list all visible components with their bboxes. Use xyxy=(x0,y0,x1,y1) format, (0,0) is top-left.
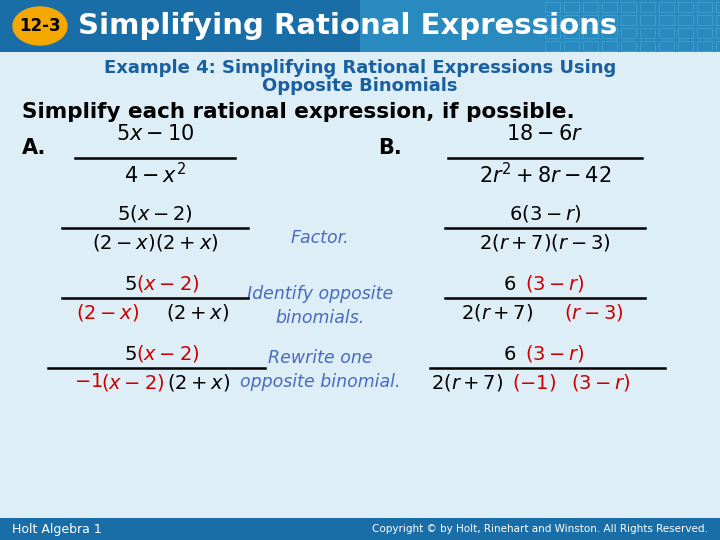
Text: Example 4: Simplifying Rational Expressions Using: Example 4: Simplifying Rational Expressi… xyxy=(104,59,616,77)
Text: Simplify each rational expression, if possible.: Simplify each rational expression, if po… xyxy=(22,102,575,122)
Text: $2(r+7)$: $2(r+7)$ xyxy=(431,372,503,393)
Bar xyxy=(697,2,712,12)
Text: Rewrite one
opposite binomial.: Rewrite one opposite binomial. xyxy=(240,349,400,391)
Bar xyxy=(602,28,617,38)
Bar xyxy=(659,28,674,38)
Bar xyxy=(621,2,636,12)
Bar xyxy=(659,15,674,25)
Bar xyxy=(602,2,617,12)
Ellipse shape xyxy=(13,7,67,45)
Text: $(2+x)$: $(2+x)$ xyxy=(167,372,230,393)
Bar xyxy=(0,518,720,540)
Text: $5$: $5$ xyxy=(124,275,136,294)
Text: $(x-2)$: $(x-2)$ xyxy=(136,343,199,364)
Text: Identify opposite
binomials.: Identify opposite binomials. xyxy=(247,285,393,327)
Bar xyxy=(564,2,579,12)
Bar xyxy=(621,28,636,38)
Text: Factor.: Factor. xyxy=(291,229,349,247)
Text: $6(3-r)$: $6(3-r)$ xyxy=(509,203,581,224)
Bar xyxy=(678,2,693,12)
Text: $2(r+7)(r-3)$: $2(r+7)(r-3)$ xyxy=(479,232,611,253)
Text: $(3-r)$: $(3-r)$ xyxy=(525,343,585,364)
Bar xyxy=(678,15,693,25)
Bar xyxy=(360,0,720,52)
Text: B.: B. xyxy=(378,138,402,158)
Bar xyxy=(602,15,617,25)
Text: $4-x^2$: $4-x^2$ xyxy=(124,162,186,187)
Bar xyxy=(678,28,693,38)
Bar xyxy=(564,41,579,51)
Bar xyxy=(697,28,712,38)
Bar xyxy=(697,41,712,51)
Bar xyxy=(0,0,720,52)
Text: $(x-2)$: $(x-2)$ xyxy=(136,273,199,294)
Bar xyxy=(621,41,636,51)
Bar xyxy=(583,28,598,38)
Bar xyxy=(716,41,720,51)
Text: $(3-r)$: $(3-r)$ xyxy=(571,372,631,393)
Text: $18-6r$: $18-6r$ xyxy=(506,124,584,144)
Text: $2r^2+8r-42$: $2r^2+8r-42$ xyxy=(479,162,611,187)
Text: $6$: $6$ xyxy=(503,345,516,364)
Bar xyxy=(678,41,693,51)
Text: $-1$: $-1$ xyxy=(73,372,102,391)
Bar xyxy=(697,15,712,25)
Bar xyxy=(545,2,560,12)
Text: $(2-x)(2+x)$: $(2-x)(2+x)$ xyxy=(91,232,218,253)
Bar xyxy=(564,15,579,25)
Text: $(x-2)$: $(x-2)$ xyxy=(102,372,165,393)
Bar xyxy=(545,41,560,51)
Bar xyxy=(659,2,674,12)
Text: Holt Algebra 1: Holt Algebra 1 xyxy=(12,523,102,536)
Text: $5(x-2)$: $5(x-2)$ xyxy=(117,203,193,224)
Bar xyxy=(640,28,655,38)
Text: A.: A. xyxy=(22,138,46,158)
Bar xyxy=(545,28,560,38)
Bar xyxy=(583,2,598,12)
Text: $5x-10$: $5x-10$ xyxy=(116,124,194,144)
Bar xyxy=(545,15,560,25)
Text: Simplifying Rational Expressions: Simplifying Rational Expressions xyxy=(78,12,617,40)
Text: $(2+x)$: $(2+x)$ xyxy=(166,302,230,323)
Bar xyxy=(640,41,655,51)
Text: $(3-r)$: $(3-r)$ xyxy=(525,273,585,294)
Bar xyxy=(640,2,655,12)
Bar xyxy=(716,28,720,38)
Bar xyxy=(583,41,598,51)
Bar xyxy=(640,15,655,25)
Bar xyxy=(716,2,720,12)
Text: $2(r+7)$: $2(r+7)$ xyxy=(461,302,534,323)
Bar xyxy=(716,15,720,25)
Bar xyxy=(564,28,579,38)
Text: $(r-3)$: $(r-3)$ xyxy=(564,302,624,323)
Text: $5$: $5$ xyxy=(124,345,136,364)
Text: $(-1)$: $(-1)$ xyxy=(512,372,556,393)
Bar xyxy=(659,41,674,51)
Text: Copyright © by Holt, Rinehart and Winston. All Rights Reserved.: Copyright © by Holt, Rinehart and Winsto… xyxy=(372,524,708,534)
Bar xyxy=(621,15,636,25)
Text: Opposite Binomials: Opposite Binomials xyxy=(262,77,458,95)
Text: $6$: $6$ xyxy=(503,275,516,294)
Text: $(2-x)$: $(2-x)$ xyxy=(76,302,140,323)
Bar xyxy=(583,15,598,25)
Bar xyxy=(602,41,617,51)
Text: 12-3: 12-3 xyxy=(19,17,60,35)
